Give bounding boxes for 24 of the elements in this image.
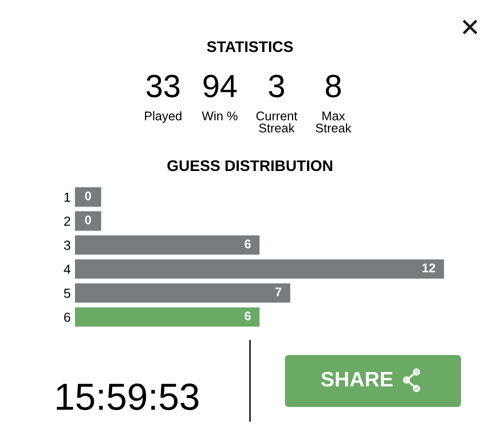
- category-label: Current Streak: [256, 112, 298, 132]
- data-label: 12: [422, 264, 436, 272]
- data-label: 0: [85, 192, 92, 200]
- data-label: 33: [146, 74, 180, 98]
- y-tick-label: 2: [64, 216, 70, 226]
- data-label: 0: [85, 216, 92, 224]
- y-tick-label: 3: [64, 240, 70, 250]
- text: SHARE: [321, 372, 393, 387]
- data-label: 7: [276, 288, 282, 296]
- text: 15:59:53: [56, 384, 198, 410]
- category-label: Max Streak: [316, 112, 352, 132]
- category-label: Played: [144, 111, 182, 123]
- chart-title: GUESS DISTRIBUTION: [167, 160, 332, 172]
- data-label: 6: [244, 312, 251, 320]
- data-label: 8: [326, 74, 341, 98]
- data-label: 94: [204, 74, 237, 98]
- y-tick-label: 6: [64, 312, 70, 322]
- data-label: 6: [244, 240, 251, 248]
- category-label: Win %: [202, 111, 238, 120]
- data-label: 3: [268, 74, 284, 98]
- y-tick-label: 5: [64, 288, 70, 298]
- text: STATISTICS: [207, 41, 293, 52]
- y-tick-label: 1: [64, 192, 70, 202]
- y-tick-label: 4: [64, 264, 70, 274]
